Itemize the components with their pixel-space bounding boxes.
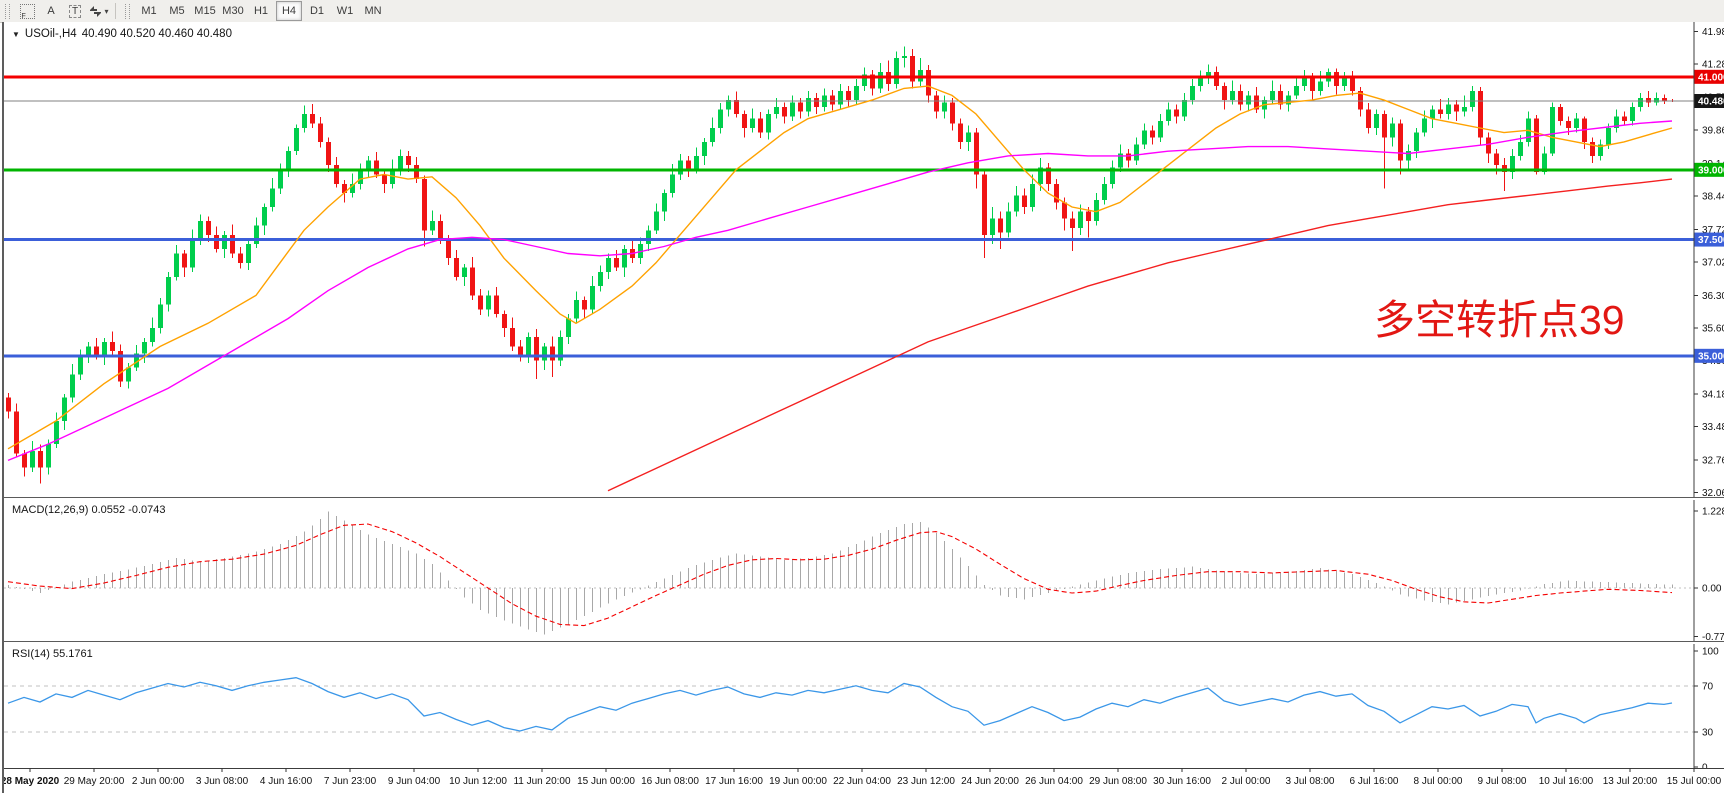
timeframe-toolbar: M1 M5 M15 M30 H1 H4 D1 W1 MN — [135, 1, 387, 21]
price-tick-label: 37.020 — [1702, 257, 1724, 268]
dropdown-caret-icon: ▾ — [104, 6, 109, 16]
timeframe-button-m1[interactable]: M1 — [141, 5, 157, 17]
chart-annotation-text: 多空转折点39 — [1374, 297, 1625, 343]
svg-text:35.000: 35.000 — [1698, 351, 1724, 362]
time-tick-label: 2 Jul 00:00 — [1222, 776, 1271, 787]
toolbar-grip[interactable] — [5, 3, 10, 19]
time-tick-label: 10 Jun 12:00 — [449, 776, 507, 787]
svg-text:100: 100 — [1702, 647, 1719, 658]
timeframe-button-h1[interactable]: H1 — [253, 5, 269, 17]
chart-title: ▼ USOil-,H4 40.490 40.520 40.460 40.480 — [12, 28, 232, 40]
timeframe-button-m15[interactable]: M15 — [194, 5, 216, 17]
time-tick-label: 29 May 20:00 — [64, 776, 125, 787]
chart-window: ▼ USOil-,H4 40.490 40.520 40.460 40.480 … — [2, 22, 1724, 793]
timeframe-button-d1[interactable]: D1 — [309, 5, 325, 17]
svg-text:41.000: 41.000 — [1698, 72, 1724, 83]
price-tick-label: 41.980 — [1702, 27, 1724, 38]
text-label-t-icon[interactable]: T — [65, 2, 85, 20]
price-badge-35.000 — [1694, 348, 1724, 363]
time-tick-label: 9 Jul 08:00 — [1478, 776, 1527, 787]
price-tick-label: 36.300 — [1702, 291, 1724, 302]
time-tick-label: 17 Jun 16:00 — [705, 776, 763, 787]
top-toolbar: F A T ▾ M1 M5 M15 M30 H1 H4 D1 W1 MN — [0, 0, 1724, 23]
time-tick-label: 9 Jun 04:00 — [388, 776, 441, 787]
macd-signal-line — [7, 523, 1673, 627]
timeframe-button-m5[interactable]: M5 — [169, 5, 185, 17]
price-tick-label: 35.600 — [1702, 323, 1724, 334]
timeframe-button-m30[interactable]: M30 — [222, 5, 244, 17]
macd-panel[interactable]: MACD(12,26,9) 0.0552 -0.0743 1.2281 0.00 -… — [4, 500, 1724, 641]
time-tick-label: 19 Jun 00:00 — [769, 776, 827, 787]
arrows-tool-icon[interactable]: ▾ — [89, 2, 109, 20]
time-tick-label: 29 Jun 08:00 — [1089, 776, 1147, 787]
price-badge-40.480 — [1694, 94, 1724, 109]
time-tick-label: 16 Jun 08:00 — [641, 776, 699, 787]
price-tick-label: 34.180 — [1702, 389, 1724, 400]
time-tick-label: 26 Jun 04:00 — [1025, 776, 1083, 787]
svg-text:-0.7738: -0.7738 — [1702, 632, 1724, 641]
time-tick-label: 15 Jun 00:00 — [577, 776, 635, 787]
toolbar-separator — [115, 3, 116, 19]
time-tick-label: 24 Jun 20:00 — [961, 776, 1019, 787]
dotted-box-icon: F — [19, 3, 35, 20]
ma-fast-orange — [7, 85, 1673, 450]
macd-chart-canvas[interactable]: 1.2281 0.00 -0.7738 — [4, 500, 1724, 641]
svg-text:37.500: 37.500 — [1698, 235, 1724, 246]
time-tick-label: 7 Jun 23:00 — [324, 776, 377, 787]
time-axis-canvas: 28 May 2020 29 May 20:00 2 Jun 00:00 3 Jun … — [4, 768, 1724, 787]
price-tick-label: 32.760 — [1702, 455, 1724, 466]
svg-text:39.000: 39.000 — [1698, 165, 1724, 176]
rsi-line — [7, 677, 1673, 732]
price-tick-label: 38.440 — [1702, 191, 1724, 202]
price-tick-label: 39.860 — [1702, 125, 1724, 136]
candlestick-chart-canvas[interactable]: 41.98041.28040.57039.86039.14038.44037.7… — [4, 22, 1724, 497]
macd-indicator-label: MACD(12,26,9) 0.0552 -0.0743 — [12, 504, 166, 516]
time-axis[interactable]: 28 May 2020 29 May 20:00 2 Jun 00:00 3 Jun … — [4, 768, 1724, 793]
toolbar-grip-2[interactable] — [125, 3, 130, 19]
price-tick-label: 37.720 — [1702, 225, 1724, 236]
price-tick-label: 41.280 — [1702, 59, 1724, 70]
price-badge-41.000 — [1694, 69, 1724, 84]
svg-text:0.00: 0.00 — [1702, 584, 1722, 595]
grid-f-icon[interactable]: F — [17, 2, 37, 20]
svg-text:70: 70 — [1702, 681, 1714, 692]
time-tick-label: 11 Jun 20:00 — [513, 776, 571, 787]
ma-mid-magenta — [7, 120, 1673, 462]
timeframe-button-mn[interactable]: MN — [364, 5, 382, 17]
time-tick-label: 3 Jun 08:00 — [196, 776, 249, 787]
time-tick-label: 3 Jul 08:00 — [1286, 776, 1335, 787]
rsi-indicator-label: RSI(14) 55.1761 — [12, 648, 93, 660]
price-badge-37.500 — [1694, 232, 1724, 247]
rsi-chart-canvas[interactable]: 100 70 30 0 — [4, 644, 1724, 768]
time-tick-label: 22 Jun 04:00 — [833, 776, 891, 787]
timeframe-button-w1[interactable]: W1 — [336, 5, 354, 17]
main-chart-panel[interactable]: ▼ USOil-,H4 40.490 40.520 40.460 40.480 … — [4, 22, 1724, 497]
time-tick-label: 10 Jul 16:00 — [1539, 776, 1594, 787]
time-tick-label: 28 May 2020 — [4, 776, 60, 787]
timeframe-button-h4[interactable]: H4 — [276, 1, 302, 21]
time-tick-label: 8 Jul 00:00 — [1414, 776, 1463, 787]
text-a-icon[interactable]: A — [47, 5, 55, 17]
price-badge-39.000 — [1694, 162, 1724, 177]
price-tick-label: 32.060 — [1702, 488, 1724, 497]
time-tick-label: 6 Jul 16:00 — [1350, 776, 1399, 787]
svg-text:30: 30 — [1702, 728, 1714, 739]
symbol-period-label: USOil-,H4 — [24, 28, 77, 40]
price-tick-label: 33.480 — [1702, 422, 1724, 433]
svg-text:0: 0 — [1702, 763, 1708, 769]
time-tick-label: 15 Jul 00:00 — [1667, 776, 1722, 787]
ma-slow-red — [607, 178, 1673, 492]
svg-text:1.2281: 1.2281 — [1702, 506, 1724, 517]
time-tick-label: 30 Jun 16:00 — [1153, 776, 1211, 787]
ohlc-values: 40.490 40.520 40.460 40.480 — [81, 28, 232, 40]
time-tick-label: 23 Jun 12:00 — [897, 776, 955, 787]
time-tick-label: 13 Jul 20:00 — [1603, 776, 1658, 787]
time-tick-label: 4 Jun 16:00 — [260, 776, 313, 787]
rsi-panel[interactable]: RSI(14) 55.1761 100 70 30 0 — [4, 644, 1724, 768]
svg-text:40.480: 40.480 — [1698, 97, 1724, 108]
symbol-dropdown-icon[interactable]: ▼ — [12, 29, 20, 39]
time-tick-label: 2 Jun 00:00 — [132, 776, 185, 787]
diagonal-arrows-icon — [90, 5, 102, 17]
